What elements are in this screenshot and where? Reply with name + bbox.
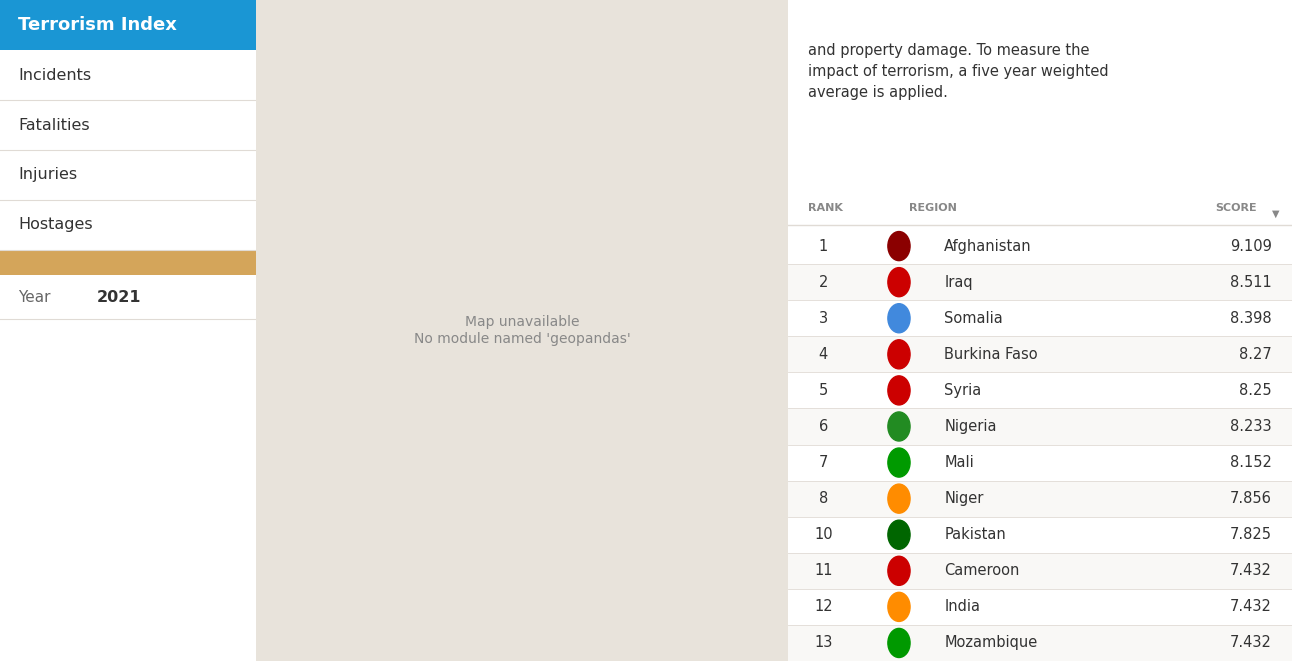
Bar [788,517,1292,553]
Text: Burkina Faso: Burkina Faso [944,347,1037,362]
Text: 2: 2 [819,275,828,290]
Bar [788,264,1292,300]
Bar [788,372,1292,408]
Circle shape [888,231,910,260]
Circle shape [888,340,910,369]
Bar [788,589,1292,625]
Text: 7.432: 7.432 [1230,635,1271,650]
Text: India: India [944,600,981,614]
Text: Iraq: Iraq [944,275,973,290]
Circle shape [888,303,910,332]
Text: 11: 11 [814,563,832,578]
Text: 8.27: 8.27 [1239,347,1271,362]
Circle shape [888,448,910,477]
Text: SCORE: SCORE [1214,203,1257,214]
Text: Afghanistan: Afghanistan [944,239,1032,254]
Text: Mali: Mali [944,455,974,470]
Bar [788,300,1292,336]
Circle shape [888,629,910,658]
Text: 2021: 2021 [97,290,142,305]
Text: 8.511: 8.511 [1230,275,1271,290]
Text: Mozambique: Mozambique [944,635,1037,650]
Text: Nigeria: Nigeria [944,419,997,434]
Text: 8.152: 8.152 [1230,455,1271,470]
Circle shape [888,412,910,441]
Bar [788,553,1292,589]
Text: 7.432: 7.432 [1230,600,1271,614]
Text: Injuries: Injuries [18,167,78,182]
Circle shape [888,557,910,586]
Bar [0,250,256,275]
Text: 3: 3 [819,311,828,326]
Text: 6: 6 [819,419,828,434]
Bar [788,625,1292,661]
Text: Somalia: Somalia [944,311,1003,326]
Text: 1: 1 [819,239,828,254]
Text: Syria: Syria [944,383,982,398]
Text: 8.25: 8.25 [1239,383,1271,398]
Text: 8.398: 8.398 [1230,311,1271,326]
Text: Pakistan: Pakistan [944,527,1006,542]
Bar [788,408,1292,444]
Bar [0,0,256,50]
Text: Hostages: Hostages [18,217,93,233]
Text: 10: 10 [814,527,833,542]
Text: Year: Year [18,290,50,305]
Text: RANK: RANK [809,203,844,214]
Circle shape [888,376,910,405]
Bar [788,336,1292,372]
Circle shape [888,592,910,621]
Bar [788,228,1292,264]
Text: 9.109: 9.109 [1230,239,1271,254]
Text: 5: 5 [819,383,828,398]
Text: 8: 8 [819,491,828,506]
Text: Niger: Niger [944,491,983,506]
Bar [788,445,1292,481]
Text: Map unavailable
No module named 'geopandas': Map unavailable No module named 'geopand… [413,315,630,346]
Circle shape [888,520,910,549]
Text: Terrorism Index: Terrorism Index [18,16,177,34]
Text: ▼: ▼ [1271,208,1279,219]
Text: 12: 12 [814,600,833,614]
Text: 8.233: 8.233 [1230,419,1271,434]
Text: 13: 13 [814,635,832,650]
Circle shape [888,484,910,513]
Text: and property damage. To measure the
impact of terrorism, a five year weighted
av: and property damage. To measure the impa… [809,43,1109,100]
Text: 7.432: 7.432 [1230,563,1271,578]
Text: Cameroon: Cameroon [944,563,1019,578]
Text: Fatalities: Fatalities [18,118,89,133]
Text: 4: 4 [819,347,828,362]
Bar [788,481,1292,517]
Text: REGION: REGION [910,203,957,214]
Text: 7.825: 7.825 [1230,527,1271,542]
Text: 7: 7 [819,455,828,470]
Text: 7.856: 7.856 [1230,491,1271,506]
Circle shape [888,268,910,297]
Text: Incidents: Incidents [18,67,90,83]
